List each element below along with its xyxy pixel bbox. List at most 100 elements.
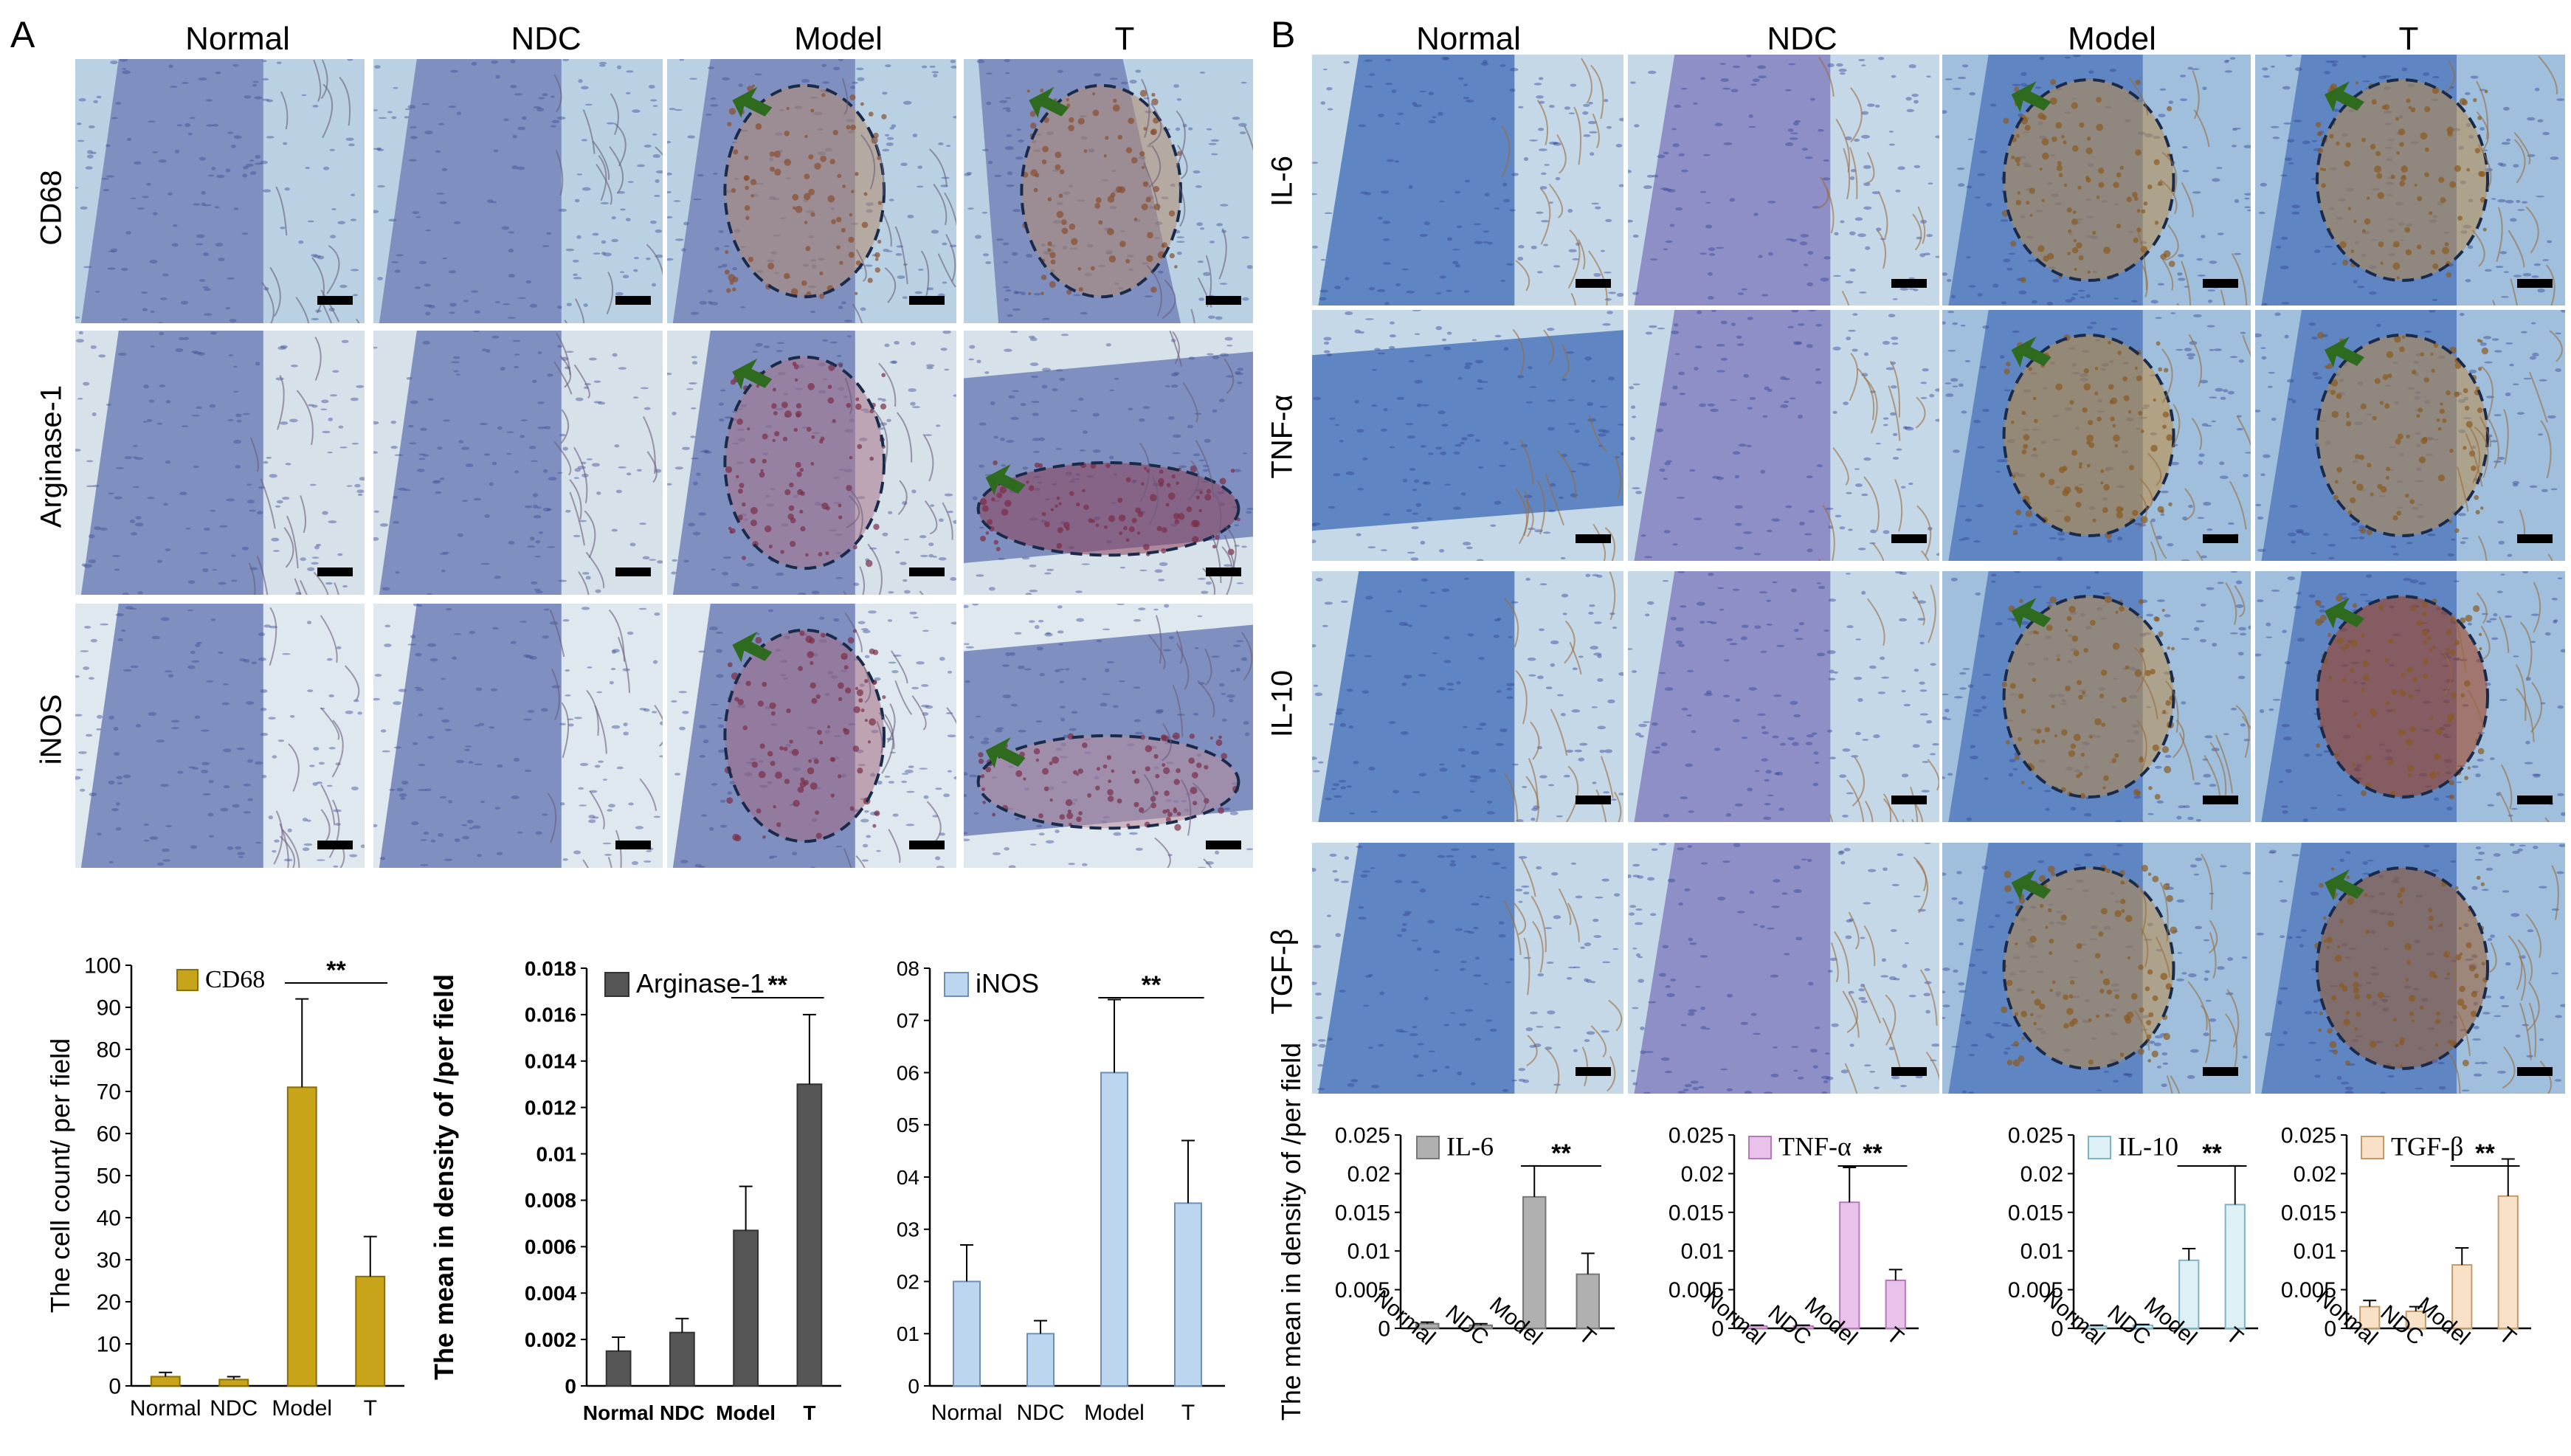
chart-tgfb: 0 0.005 0.01 0.015 0.02 0.025 Normal NDC Model T T…	[2258, 1107, 2571, 1454]
significance-marker: **	[2202, 1139, 2222, 1167]
panel-b-col-model: Model	[2068, 21, 2156, 57]
y-tick-label: 30	[97, 1249, 121, 1273]
bar-model	[2451, 1264, 2473, 1329]
micrograph-a-r1-c1	[75, 59, 365, 323]
micrograph-a-r1-c3	[667, 59, 956, 323]
y-tick-label: 90	[97, 996, 121, 1021]
scale-bar	[2203, 279, 2238, 288]
y-tick-label: 0	[108, 1375, 121, 1399]
panel-a-letter: A	[10, 14, 35, 55]
scale-bar	[1891, 1067, 1927, 1076]
chart-il6: 0 0.005 0.01 0.015 0.02 0.025 Normal NDC Model T I…	[1269, 1043, 1616, 1454]
bar-model	[1100, 1072, 1128, 1387]
micrograph-b-r2-c3	[1942, 310, 2251, 561]
significance-marker: **	[1551, 1139, 1571, 1167]
scale-bar	[317, 296, 353, 305]
panel-b-col-t: T	[2398, 21, 2419, 57]
y-tick-label: 0.018	[525, 957, 576, 980]
bar-t	[2497, 1195, 2519, 1329]
x-tick-label: Model	[716, 1401, 776, 1424]
micrograph-a-r3-c3	[667, 604, 956, 868]
micrograph-b-r3-c2	[1628, 571, 1939, 822]
y-tick-label: 0	[1711, 1317, 1724, 1342]
scale-bar	[2203, 534, 2238, 543]
scale-bar	[2517, 534, 2553, 543]
chart-cd68: 0 10 20 30 40 50 60 70 80 90 100 Normal NDC Model T CD6…	[44, 937, 428, 1439]
scale-bar	[1576, 279, 1611, 288]
y-tick-label: 0.025	[2008, 1124, 2063, 1148]
legend-swatch	[1748, 1136, 1772, 1159]
scale-bar	[2517, 279, 2553, 288]
x-tick-label: NDC	[210, 1396, 258, 1421]
legend-swatch	[944, 972, 969, 997]
y-tick-label: 0.02	[1347, 1162, 1390, 1187]
legend-label: CD68	[205, 966, 265, 993]
x-tick-label: NDC	[1440, 1300, 1493, 1350]
x-tick-label: NDC	[660, 1401, 705, 1424]
bar-t	[1174, 1202, 1202, 1387]
bar-t	[1885, 1280, 1906, 1329]
y-tick-label: 0.025	[1335, 1124, 1390, 1148]
micrograph-b-r1-c2	[1628, 55, 1939, 306]
y-tick-label: 0.014	[525, 1050, 576, 1073]
y-tick-label: 0.01	[1681, 1240, 1724, 1264]
chart-arginase1: 0 0.002 0.004 0.006 0.008 0.01 0.012 0.014 0.016…	[428, 937, 856, 1439]
panel-a-col-t: T	[1114, 21, 1135, 57]
bar-t	[1576, 1273, 1600, 1329]
y-tick-label: 0.005	[1335, 1278, 1390, 1303]
micrograph-b-r2-c1	[1312, 310, 1623, 561]
legend-swatch	[2361, 1136, 2384, 1159]
y-tick-label: 0.012	[525, 1096, 576, 1119]
y-tick-label: 0.01	[2294, 1240, 2336, 1264]
panel-b-col-ndc: NDC	[1767, 21, 1837, 57]
y-tick-label: 0.015	[1335, 1201, 1390, 1225]
micrograph-b-r2-c4	[2255, 310, 2565, 561]
y-tick-label: 0.004	[525, 1282, 576, 1305]
legend-label: iNOS	[976, 968, 1039, 998]
y-tick-label: 0.01	[536, 1142, 577, 1165]
significance-marker: **	[1142, 971, 1162, 999]
scale-bar	[1891, 534, 1927, 543]
x-tick-label: Model	[1084, 1401, 1145, 1425]
y-tick-label: 0.01	[2020, 1240, 2063, 1264]
y-tick-label: 0	[1378, 1317, 1390, 1342]
y-tick-label: 0.025	[2281, 1124, 2336, 1148]
panel-b-col-normal: Normal	[1416, 21, 1521, 57]
bar-ndc	[218, 1379, 249, 1387]
scale-bar	[1576, 796, 1611, 804]
micrograph-b-r1-c1	[1312, 55, 1623, 306]
y-tick-label: 0.015	[2008, 1201, 2063, 1225]
legend-swatch	[1416, 1136, 1440, 1159]
y-tick-label: 0.02	[2020, 1162, 2063, 1187]
bar-t	[2224, 1204, 2246, 1329]
scale-bar	[317, 841, 353, 849]
legend-label: TNF-α	[1778, 1132, 1852, 1162]
x-tick-label: Model	[272, 1396, 332, 1421]
x-tick-label: T	[803, 1401, 815, 1424]
y-tick-label: 0.015	[1668, 1201, 1724, 1225]
y-tick-label: 0.015	[2281, 1201, 2336, 1225]
micrograph-a-r2-c3	[667, 331, 956, 595]
legend-label: TGF-β	[2391, 1132, 2463, 1162]
panel-a-col-model: Model	[794, 21, 883, 57]
legend-label: IL-6	[1446, 1132, 1494, 1162]
micrograph-b-r4-c2	[1628, 843, 1939, 1094]
significance-marker: **	[2475, 1139, 2495, 1167]
y-tick-label: 10	[97, 1333, 121, 1357]
x-tick-label: Normal	[931, 1401, 1003, 1425]
bar-model	[1522, 1195, 1547, 1329]
micrograph-a-r3-c2	[373, 604, 663, 868]
chart-il10: 0 0.005 0.01 0.015 0.02 0.025 Normal NDC Model T I…	[1985, 1107, 2332, 1454]
y-tick-label: 07	[897, 1010, 919, 1032]
y-tick-label: 0.01	[1347, 1240, 1390, 1264]
x-tick-label: Normal	[583, 1401, 654, 1424]
y-tick-label: 08	[897, 957, 919, 980]
legend-swatch	[604, 972, 629, 997]
bar-normal	[150, 1376, 181, 1387]
scale-bar	[2517, 1067, 2553, 1076]
bar-model	[286, 1086, 317, 1387]
micrograph-b-r4-c4	[2255, 843, 2565, 1094]
panel-b-row-il6: IL-6	[1266, 156, 1299, 207]
y-tick-label: 03	[897, 1218, 919, 1241]
